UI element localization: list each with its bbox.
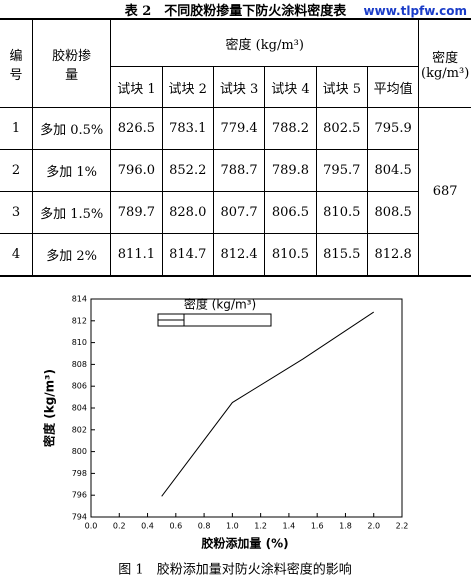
table-cell: 807.7 [212, 191, 266, 234]
table-cell: 788.7 [212, 149, 266, 192]
header-cell: 试块 1 [110, 66, 163, 108]
table-row: 3 多加 1.5% 789.7 828.0 807.7 806.5 810.5 808.5 [0, 191, 471, 234]
header-cell: 试块 3 [212, 66, 266, 108]
table-cell: 810.5 [264, 233, 317, 277]
y-tick-label: 810 [72, 338, 87, 347]
x-tick-label: 1.8 [339, 522, 352, 531]
table-row: 1 多加 0.5% 826.5 783.1 779.4 788.2 802.5 795.9 68… [0, 107, 471, 277]
x-tick-label: 2.0 [367, 522, 380, 531]
plot-frame [90, 298, 403, 518]
header-cell: 试块 2 [161, 66, 214, 108]
table-cell: 852.2 [161, 149, 214, 192]
watermark: www.tlpfw.com [363, 4, 467, 18]
x-tick-label: 0.8 [198, 522, 211, 531]
table-cell: 814.7 [161, 233, 214, 277]
legend-label: 密度 (kg/m³) [184, 297, 256, 312]
chart: 794 796 798 800 802 804 806 808 810 812 814 0.0 0.2 0… [42, 295, 409, 578]
table-cell: 2 [0, 149, 34, 192]
table-cell: 3 [0, 191, 34, 234]
table-row: 2 多加 1% 796.0 852.2 788.7 789.8 795.7 804.5 [0, 149, 471, 192]
density-table: 编号 胶粉掺量 密度 (kg/m³) 密度 (kg/m³) 试块 1 试块 2 试块… [0, 18, 471, 277]
table-cell: 795.9 [366, 107, 420, 150]
y-tick-label: 794 [72, 513, 87, 522]
y-tick-label: 814 [72, 295, 87, 304]
y-tick-label: 808 [72, 360, 87, 369]
table-cell: 812.4 [212, 233, 266, 277]
table-cell: 806.5 [264, 191, 317, 234]
table-cell: 多加 2% [32, 233, 112, 277]
table-cell: 811.1 [110, 233, 163, 277]
table-cell: 779.4 [212, 107, 266, 150]
header-cell: 密度 (kg/m³) [418, 18, 471, 108]
header-cell: 平均值 [366, 66, 419, 108]
x-axis-label: 胶粉添加量 (%) [201, 536, 288, 551]
data-line [161, 311, 375, 497]
table-cell: 796.0 [110, 149, 163, 192]
table-cell: 804.5 [366, 149, 419, 192]
table-cell: 789.7 [110, 191, 163, 234]
table-cell: 810.5 [315, 191, 368, 234]
table-cell: 多加 0.5% [32, 107, 112, 150]
y-axis-label: 密度 (kg/m³) [42, 369, 57, 447]
y-tick-label: 800 [72, 447, 87, 456]
table-cell: 789.8 [264, 149, 317, 192]
table-cell: 783.1 [161, 107, 214, 150]
y-tick-label: 798 [72, 469, 87, 478]
x-tick-label: 1.2 [254, 522, 267, 531]
table-cell: 687 [418, 107, 471, 277]
header-cell: 试块 4 [264, 66, 317, 108]
table-cell: 812.8 [366, 233, 419, 277]
x-tick-label: 0.4 [141, 522, 154, 531]
header-cell: 编号 [0, 18, 34, 108]
x-tick-label: 1.4 [283, 522, 296, 531]
x-tick-label: 1.6 [311, 522, 324, 531]
header-cell: 密度 (kg/m³) [110, 18, 420, 67]
header-cell: 试块 5 [315, 66, 368, 108]
y-tick-label: 806 [72, 382, 87, 391]
table-cell: 808.5 [366, 191, 419, 234]
x-tick-label: 2.2 [396, 522, 409, 531]
header-cell: 胶粉掺量 [32, 18, 112, 108]
x-tick-label: 0.6 [169, 522, 182, 531]
table-cell: 4 [0, 233, 34, 277]
table-row: 4 多加 2% 811.1 814.7 812.4 810.5 815.5 812.8 [0, 233, 471, 277]
table-cell: 815.5 [315, 233, 368, 277]
table-cell: 795.7 [315, 149, 368, 192]
table-cell: 828.0 [161, 191, 214, 234]
x-tick-label: 0.0 [85, 522, 98, 531]
y-tick-label: 802 [72, 425, 87, 434]
table-cell: 1 [0, 107, 34, 150]
x-tick-label: 1.0 [226, 522, 239, 531]
table-caption: 表 2 不同胶粉掺量下防火涂料密度表 [124, 4, 347, 19]
chart-caption: 图 1 胶粉添加量对防火涂料密度的影响 [118, 562, 351, 578]
table-cell: 多加 1% [32, 149, 112, 192]
y-tick-label: 812 [72, 316, 87, 325]
y-tick-label: 804 [72, 404, 87, 413]
x-tick-label: 0.2 [113, 522, 126, 531]
table-cell: 788.2 [264, 107, 317, 150]
table-cell: 多加 1.5% [32, 191, 112, 234]
table-cell: 826.5 [110, 107, 163, 150]
y-tick-label: 796 [72, 491, 87, 500]
table-cell: 802.5 [315, 107, 368, 150]
